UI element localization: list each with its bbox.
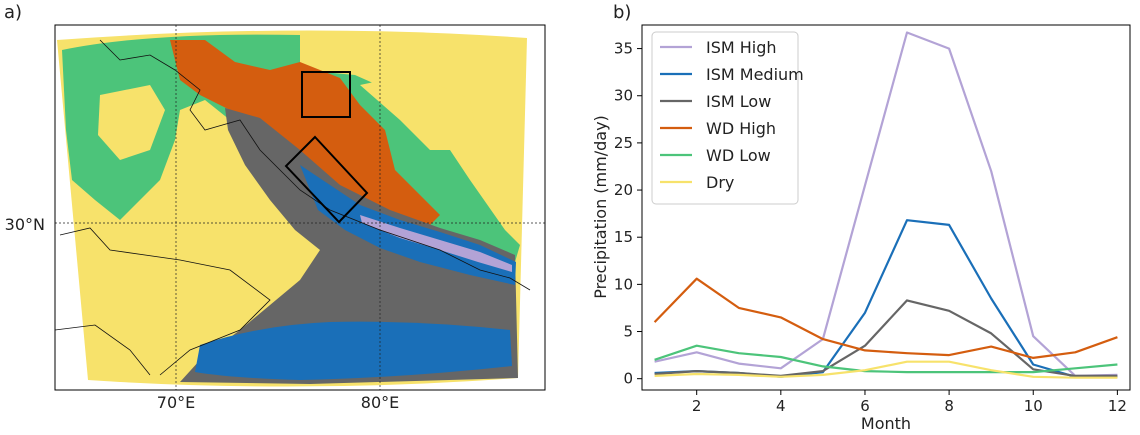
y-axis-label: Precipitation (mm/day) xyxy=(591,115,610,299)
legend-label-ism-medium: ISM Medium xyxy=(706,65,804,84)
y-tick-label: 30 xyxy=(614,87,633,105)
plot-frame xyxy=(641,24,1131,391)
y-tick-label: 20 xyxy=(614,181,633,199)
map-region-ism-high xyxy=(360,215,512,272)
lon-label-70e: 70°E xyxy=(157,393,195,412)
x-tick-label: 10 xyxy=(1024,397,1043,415)
legend-label-ism-low: ISM Low xyxy=(706,92,771,111)
legend: ISM High ISM Medium ISM Low WD High WD Low Dr… xyxy=(651,31,804,205)
legend-label-wd-high: WD High xyxy=(706,119,776,138)
study-box-south xyxy=(284,135,369,224)
legend-label-ism-high: ISM High xyxy=(706,38,777,57)
series-line-dry xyxy=(654,360,1118,379)
x-tick-label: 2 xyxy=(692,397,702,415)
x-tick-label: 8 xyxy=(944,397,954,415)
precip-chart: 0 5 10 15 20 25 30 35 2 4 6 8 10 12 Month Precipitat… xyxy=(591,24,1131,433)
map-panel: 30°N 70°E 80°E xyxy=(5,24,546,412)
y-tick-label: 10 xyxy=(614,275,633,293)
y-tick-label: 5 xyxy=(623,323,633,341)
y-tick-label: 25 xyxy=(614,134,633,152)
series-line-ism-high xyxy=(654,31,1118,377)
y-tick-label: 35 xyxy=(614,40,633,58)
x-tick-label: 4 xyxy=(776,397,786,415)
series-line-ism-low xyxy=(654,299,1118,377)
y-tick-label: 15 xyxy=(614,228,633,246)
lon-label-80e: 80°E xyxy=(361,393,399,412)
legend-label-wd-low: WD Low xyxy=(706,146,771,165)
panel-b-label: b) xyxy=(613,2,631,23)
x-axis-label: Month xyxy=(861,414,911,433)
x-tick-label: 6 xyxy=(860,397,870,415)
map-region-wd-high xyxy=(170,40,440,225)
y-tick-label: 0 xyxy=(623,370,633,388)
map-region-ism-low xyxy=(180,108,518,384)
panel-a-label: a) xyxy=(4,2,22,23)
study-box-north xyxy=(301,71,351,118)
legend-label-dry: Dry xyxy=(706,173,734,192)
x-tick-label: 12 xyxy=(1108,397,1127,415)
series-line-wd-low xyxy=(654,344,1118,374)
lat-label-30n: 30°N xyxy=(5,215,45,234)
series-line-wd-high xyxy=(653,277,1118,359)
